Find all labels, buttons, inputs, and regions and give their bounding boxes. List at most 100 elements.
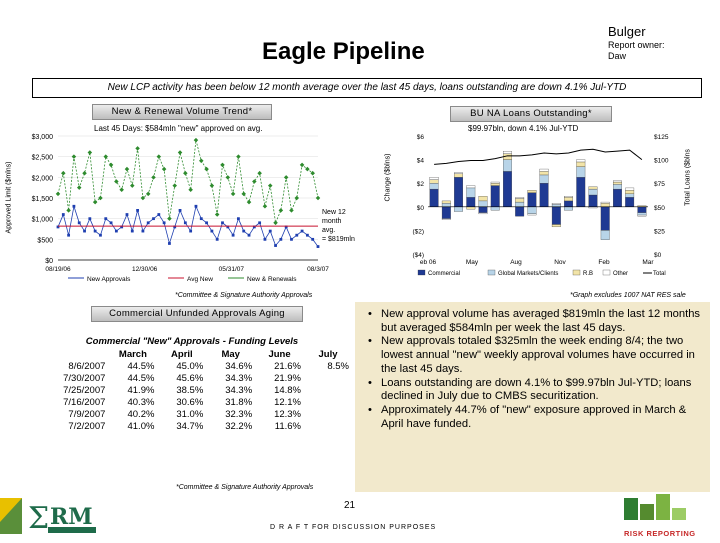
aging-column-header: May	[221, 348, 240, 360]
loans-chart: ($4) ($2) $0 $2 $4 $6 $0 $25 $50 $75 $100 $125 eb 06…	[412, 134, 669, 277]
new-approvals-point	[231, 233, 235, 237]
legend-label: New Approvals	[87, 276, 131, 283]
loans-bar-segment	[637, 212, 647, 216]
new-approvals-point	[247, 233, 251, 237]
renewals-point	[108, 162, 114, 168]
aging-value-cell: 21.9%	[274, 372, 301, 384]
aging-value-cell: 32.2%	[225, 420, 253, 432]
y-tick-label: $2,500	[32, 155, 54, 162]
aging-row: 8/6/2007 44.5% 45.0% 34.6% 21.6% 8.5%	[52, 360, 352, 372]
y2-tick-label: $125	[654, 134, 669, 141]
loans-bar-segment	[588, 194, 598, 207]
new-approvals-point	[210, 229, 214, 233]
new-approvals-point	[252, 225, 256, 229]
summary-banner: New LCP activity has been below 12 month…	[32, 78, 702, 98]
footer-right-logo: RISK REPORTING	[624, 494, 716, 538]
x-tick-label: May	[466, 259, 479, 266]
y2-tick-label: $25	[654, 228, 665, 235]
new-approvals-point	[242, 229, 246, 233]
legend-label: Avg New	[187, 276, 213, 283]
owner-name: Bulger	[608, 24, 646, 39]
y-tick-label: $0	[417, 205, 425, 212]
renewals-point	[315, 195, 321, 201]
new-approvals-point	[141, 229, 145, 233]
loans-bar-segment	[551, 203, 561, 205]
loans-bar-segment	[441, 206, 451, 219]
new-approvals-point	[194, 204, 198, 208]
new-approvals-point	[152, 217, 155, 221]
x-tick-label: 05/31/07	[219, 266, 245, 273]
loans-bar-segment	[613, 181, 622, 185]
renewals-point	[305, 166, 310, 172]
x-tick-label: 12/30/06	[132, 266, 158, 273]
draft-notice: D R A F T FOR DISCUSSION PURPOSES	[270, 524, 437, 531]
legend-swatch	[602, 269, 611, 276]
loans-chart-subtitle: $99.97bln, down 4.1% Jul-YTD	[468, 124, 579, 133]
risk-reporting-logo-icon	[624, 494, 686, 520]
new-approvals-point	[268, 229, 272, 233]
renewals-point	[241, 191, 246, 197]
new-approvals-point	[77, 221, 81, 225]
new-approvals-point	[168, 242, 171, 245]
loans-bar-segment	[429, 177, 439, 180]
loans-bar-segment	[515, 206, 525, 217]
risk-reporting-label: RISK REPORTING	[624, 529, 696, 538]
svg-text:RM: RM	[50, 504, 93, 530]
aging-value-cell: 8.5%	[327, 360, 349, 372]
loans-bar-segment	[515, 197, 525, 199]
new-approvals-point	[157, 213, 161, 216]
aging-value-cell: 30.6%	[176, 396, 204, 408]
aging-footnote: *Committee & Signature Authority Approva…	[176, 484, 314, 491]
y-tick-label: ($2)	[412, 228, 424, 235]
y-tick-label: $6	[417, 134, 425, 141]
aging-panel: Commercial Unfunded Approvals Aging Comm…	[36, 306, 352, 492]
renewals-point	[71, 154, 77, 159]
renewals-point	[66, 208, 71, 213]
renewals-point	[145, 191, 151, 197]
x-tick-label: eb 06	[420, 259, 437, 266]
loans-bar-segment	[564, 197, 573, 202]
aging-row: 7/30/2007 44.5% 45.6% 34.3% 21.9%	[52, 372, 352, 384]
aging-value-cell: 44.5%	[127, 360, 155, 372]
loans-bar-segment	[576, 161, 586, 167]
y-tick-label: $1,000	[32, 217, 54, 224]
volume-chart-subtitle: Last 45 Days: $584mln "new" approved on …	[94, 124, 263, 133]
renewals-point	[230, 191, 236, 197]
aging-value-cell: 44.5%	[127, 372, 155, 384]
loans-bar-segment	[613, 180, 622, 183]
loans-bar-segment	[576, 166, 586, 178]
aging-date-cell: 7/30/2007	[63, 372, 106, 384]
new-renewals-line	[57, 140, 319, 225]
renewals-point	[236, 154, 241, 159]
x-tick-label: 08/3/07	[307, 266, 329, 273]
loans-bar-segment	[600, 206, 610, 231]
renewals-point	[183, 170, 188, 176]
new-approvals-point	[130, 229, 134, 233]
loans-bar-segment	[539, 168, 549, 172]
new-approvals-point	[290, 237, 293, 241]
loans-bar-segment	[441, 200, 451, 204]
loans-bar-segment	[490, 206, 500, 211]
aging-row: 7/9/2007 40.2% 31.0% 32.3% 12.3%	[52, 408, 352, 420]
loans-bar-segment	[576, 159, 586, 163]
loans-bar-segment	[588, 186, 598, 190]
renewals-point	[114, 179, 119, 184]
aging-value-cell: 45.6%	[176, 372, 204, 384]
aging-value-cell: 14.8%	[274, 384, 301, 396]
loans-bar-segment	[539, 183, 549, 207]
renewals-point	[220, 162, 225, 168]
loans-bar-segment	[478, 200, 488, 207]
loans-bar-segment	[625, 187, 635, 191]
aging-value-cell	[304, 396, 352, 408]
renewals-point	[130, 183, 135, 188]
y2-tick-label: $75	[654, 181, 665, 188]
bullet-2: New approvals totaled $325mln the week e…	[368, 335, 702, 376]
total-loans-line	[434, 148, 643, 165]
loans-chart-ylabel-left: Change ($blns)	[384, 153, 392, 202]
loans-bar-segment	[466, 197, 476, 207]
loans-bar-segment	[527, 206, 537, 215]
loans-bar-segment	[527, 190, 537, 193]
bullet-1: New approval volume has averaged $819mln…	[368, 308, 702, 335]
new-approvals-point	[295, 233, 299, 237]
renewals-point	[204, 166, 209, 172]
